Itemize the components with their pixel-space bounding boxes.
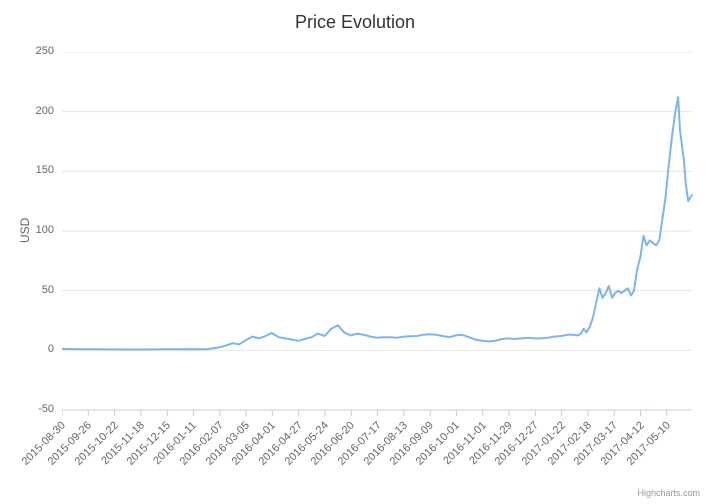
chart-title: Price Evolution (0, 12, 710, 33)
y-tick-label: 250 (36, 45, 54, 57)
price-series-line (62, 97, 692, 349)
price-chart: Price Evolution USD 2015-08-302015-09-26… (0, 0, 710, 504)
y-tick-label: 50 (42, 284, 54, 296)
plot-area (62, 52, 694, 420)
y-tick-label: 200 (36, 105, 54, 117)
y-tick-label: 100 (36, 224, 54, 236)
y-tick-label: -50 (38, 403, 54, 415)
y-tick-label: 150 (36, 164, 54, 176)
y-tick-label: 0 (48, 343, 54, 355)
y-axis-label: USD (18, 218, 32, 243)
credits-link[interactable]: Highcharts.com (637, 488, 700, 498)
